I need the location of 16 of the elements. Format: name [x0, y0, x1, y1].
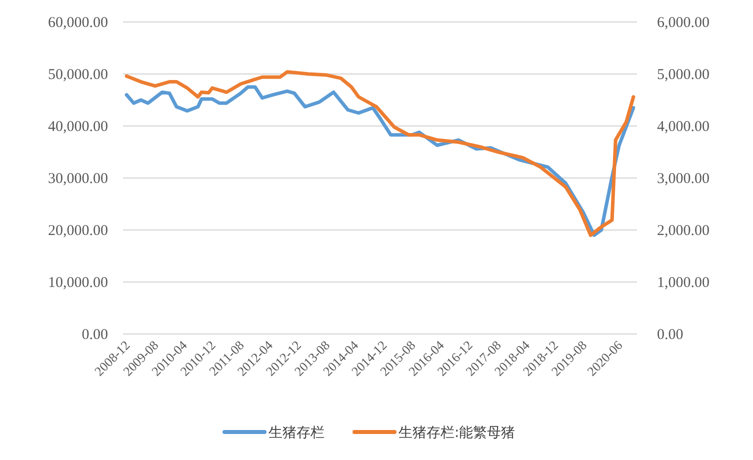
legend-label: 生猪存栏 [268, 425, 324, 441]
y2-tick-label: 4,000.00 [657, 119, 710, 135]
y-tick-label: 20,000.00 [48, 223, 108, 239]
y-tick-label: 0.00 [82, 327, 108, 343]
y-tick-label: 50,000.00 [48, 67, 108, 83]
y-tick-label: 60,000.00 [48, 15, 108, 31]
y2-tick-label: 6,000.00 [657, 15, 710, 31]
y2-tick-label: 2,000.00 [657, 223, 710, 239]
y2-tick-label: 5,000.00 [657, 67, 710, 83]
y2-tick-label: 0.00 [657, 327, 684, 343]
y2-tick-label: 3,000.00 [657, 171, 710, 187]
y2-tick-label: 1,000.00 [657, 275, 710, 291]
y-tick-label: 30,000.00 [48, 171, 108, 187]
y-tick-label: 40,000.00 [48, 119, 108, 135]
y-tick-label: 10,000.00 [48, 275, 108, 291]
legend-label: 生猪存栏:能繁母猪 [398, 425, 516, 441]
